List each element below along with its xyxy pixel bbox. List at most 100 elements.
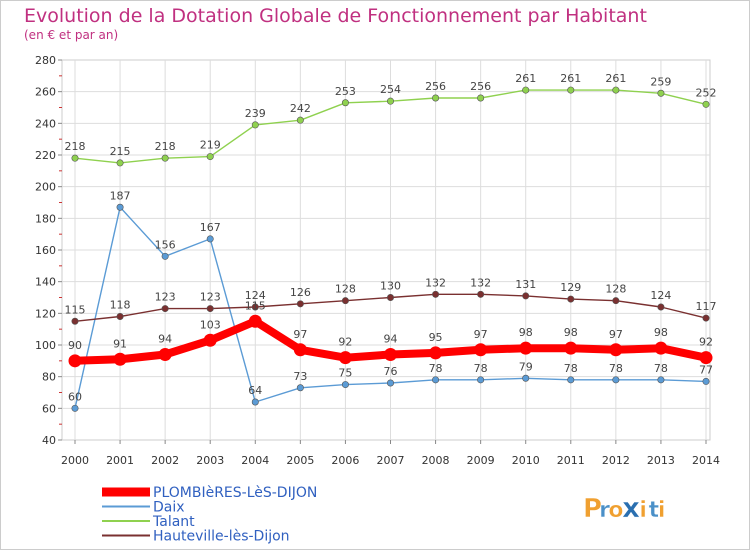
data-label: 128 [605,283,626,296]
data-label: 117 [696,300,717,313]
data-label: 98 [519,326,533,339]
data-label: 78 [429,362,443,375]
data-point [296,384,304,392]
data-point [429,346,443,360]
y-tick-label: 160 [35,244,56,257]
data-label: 261 [560,72,581,85]
data-point [702,377,710,385]
data-label: 60 [68,390,82,403]
data-label: 98 [654,326,668,339]
data-label: 239 [245,107,266,120]
series-2-labels: 218 215 218 219 239 242 253 254 256 256 261 261 261 2… [65,72,717,158]
data-point [657,89,665,97]
data-point [203,333,217,347]
data-label: 218 [155,140,176,153]
data-label: 129 [560,281,581,294]
data-label: 187 [110,189,131,202]
y-tick-label: 220 [35,149,56,162]
x-tick-label: 2002 [151,454,179,467]
data-point [432,290,440,298]
data-label: 123 [155,291,176,304]
data-point [293,343,307,357]
x-tick-label: 2010 [512,454,540,467]
y-tick-label: 180 [35,212,56,225]
legend-label: Daix [153,500,185,516]
data-point [71,404,79,412]
data-point [386,293,394,301]
data-point [612,297,620,305]
legend-label: Talant [152,514,195,530]
x-tick-label: 2011 [557,454,585,467]
data-point [522,86,530,94]
data-point [341,297,349,305]
data-point [251,121,259,129]
data-label: 79 [519,360,533,373]
y-tick-label: 40 [42,434,56,447]
data-label: 118 [110,299,131,312]
data-label: 78 [474,362,488,375]
data-label: 78 [564,362,578,375]
x-tick-label: 2003 [196,454,224,467]
data-point [341,381,349,389]
data-label: 167 [200,221,221,234]
data-point [338,351,352,365]
data-label: 218 [65,140,86,153]
data-point [522,292,530,300]
data-label: 130 [380,280,401,293]
series-0-labels: 90 91 94 103 115 97 92 94 95 97 98 98 97 98 92 [68,299,713,352]
y-tick-label: 200 [35,181,56,194]
data-point [161,154,169,162]
data-point [296,300,304,308]
x-tick-label: 2012 [602,454,630,467]
legend: PLOMBIèRES-LèS-DIJONDaixTalantHauteville… [102,485,317,545]
data-point [161,305,169,313]
data-label: 94 [384,333,398,346]
logo-letter: i [639,498,647,523]
data-point [567,295,575,303]
series-1 [71,203,710,412]
data-point [296,116,304,124]
data-point [384,348,397,361]
data-label: 95 [429,331,443,344]
x-tick-label: 2005 [286,454,314,467]
data-point [564,341,578,355]
x-tick-label: 2013 [647,454,675,467]
data-label: 259 [650,75,671,88]
data-point [522,374,530,382]
data-point [612,376,620,384]
data-label: 242 [290,102,311,115]
y-tick-label: 140 [35,276,56,289]
data-point [567,376,575,384]
x-tick-label: 2001 [106,454,134,467]
data-point [71,154,79,162]
data-point [609,343,623,357]
data-point [68,354,82,368]
data-label: 92 [699,336,713,349]
data-point [567,86,575,94]
y-tick-label: 60 [42,402,56,415]
chart-title: Evolution de la Dotation Globale de Fonc… [24,5,647,27]
data-point [432,94,440,102]
logo-letter: P [583,494,602,524]
data-label: 115 [245,299,266,312]
data-point [71,317,79,325]
data-label: 98 [564,326,578,339]
data-label: 156 [155,238,176,251]
data-label: 261 [515,72,536,85]
y-tick-label: 260 [35,86,56,99]
data-label: 92 [338,336,352,349]
series-0 [68,314,713,368]
data-point [386,97,394,105]
legend-label: PLOMBIèRES-LèS-DIJON [153,485,317,501]
data-label: 252 [696,86,717,99]
data-point [657,303,665,311]
y-tick-label: 120 [35,307,56,320]
logo-letter: t [649,498,660,523]
data-point [206,153,214,161]
data-label: 103 [200,318,221,331]
data-point [654,341,668,355]
data-label: 261 [605,72,626,85]
data-point [206,305,214,313]
